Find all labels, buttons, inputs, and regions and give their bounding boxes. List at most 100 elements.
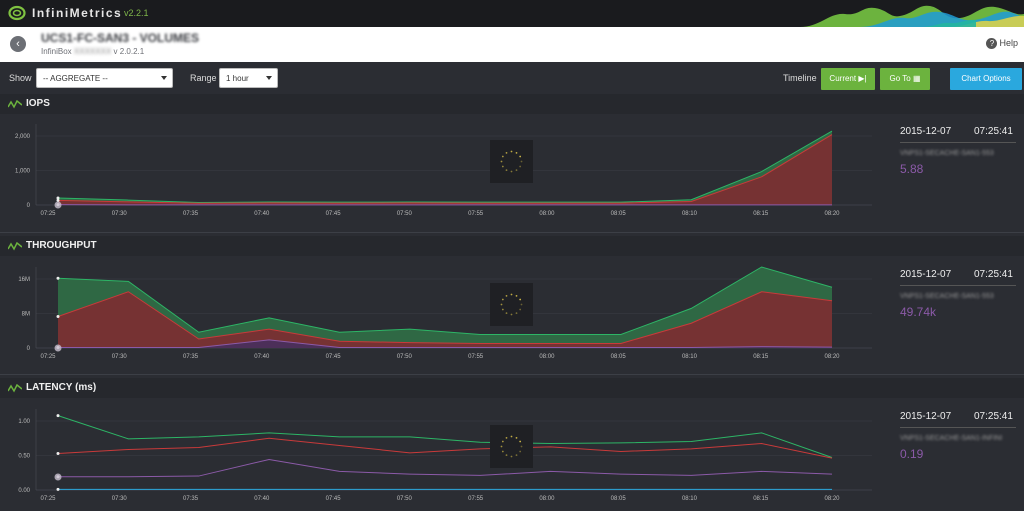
series-line: [57, 130, 833, 204]
throughput-panel-header: THROUGHPUT: [0, 236, 1024, 256]
throughput-chart[interactable]: 16M 8M 0 07:25 07:30 07:35 07:40 07:45 07:50 07:5…: [0, 257, 880, 363]
product-name: XXXXXXX: [73, 47, 112, 56]
x-tick-label: 07:55: [468, 354, 484, 360]
spinner-dot: [519, 308, 522, 311]
selected-date: 2015-12-07: [900, 126, 952, 137]
selected-time: 07:25:41: [974, 411, 1013, 422]
x-tick-label: 07:25: [40, 211, 56, 217]
series-area: [58, 291, 832, 348]
x-tick-label: 08:05: [611, 354, 627, 360]
x-tick-label: 08:00: [539, 211, 555, 217]
loading-spinner-box: [490, 425, 533, 468]
throughput-side-panel: 2015-12-07 07:25:41 VNPS1-SECACHE-SAN1-5…: [900, 269, 1020, 329]
spinner-dot: [515, 169, 518, 172]
range-label: Range: [190, 73, 217, 83]
series-value: 0.19: [900, 447, 924, 461]
spinner-dot: [510, 435, 513, 438]
selected-date: 2015-12-07: [900, 411, 952, 422]
x-tick-label: 07:55: [468, 211, 484, 217]
back-button[interactable]: ‹: [10, 36, 26, 52]
series-line: [57, 291, 833, 344]
series-point: [56, 196, 60, 200]
help-icon: ?: [986, 38, 998, 49]
range-select[interactable]: 1 hour: [219, 68, 278, 88]
show-select[interactable]: -- AGGREGATE --: [36, 68, 173, 88]
series-value: 49.74k: [900, 305, 937, 319]
spinner-dot: [510, 455, 513, 458]
series-point: [56, 451, 60, 455]
series-name: VNPS1-SECACHE-SAN1-553: [900, 150, 994, 157]
chart-options-button[interactable]: Chart Options: [950, 68, 1022, 90]
cursor-marker: [54, 344, 62, 352]
x-tick-label: 07:40: [254, 496, 270, 502]
y-tick-label: 1.00: [18, 419, 30, 425]
panel-title: THROUGHPUT: [26, 240, 97, 251]
x-tick-label: 08:10: [682, 354, 698, 360]
series-line: [57, 415, 833, 458]
spinner-dot: [520, 445, 523, 448]
spinner-dot: [515, 151, 518, 154]
latency-panel-header: LATENCY (ms): [0, 378, 1024, 398]
spinner-dot: [501, 165, 504, 168]
toolbar: Show -- AGGREGATE -- Range 1 hour Timeli…: [0, 62, 1024, 94]
spinner-dot: [520, 160, 523, 163]
brand-waves-graphic: [800, 5, 1024, 27]
show-label: Show: [9, 73, 32, 83]
spinner-dot: [510, 313, 513, 316]
pulse-icon: [8, 100, 22, 109]
spinner-dot: [519, 450, 522, 453]
caret-down-icon: [266, 76, 272, 80]
cursor-marker: [54, 473, 62, 481]
spinner-dot: [520, 303, 523, 306]
x-tick-label: 07:35: [183, 354, 199, 360]
x-tick-label: 08:15: [753, 211, 769, 217]
x-tick-label: 07:35: [183, 211, 199, 217]
spinner-dot: [501, 440, 504, 443]
spinner-dot: [505, 169, 508, 172]
latency-chart[interactable]: 1.00 0.50 0.00 07:25 07:30 07:35 07:40 07:45 07:…: [0, 399, 880, 505]
pulse-icon: [8, 242, 22, 251]
caret-down-icon: [161, 76, 167, 80]
system-info: InfiniBox XXXXXXX v 2.0.2.1: [41, 47, 144, 56]
x-tick-label: 08:20: [824, 354, 840, 360]
panel-title: LATENCY (ms): [26, 382, 97, 393]
spinner-dot: [515, 312, 518, 315]
iops-chart[interactable]: 2,000 1,000 0 07:25 07:30 07:35 07:40 07:45 07:5…: [0, 114, 880, 220]
loading-spinner-box: [490, 283, 533, 326]
series-line: [57, 134, 833, 204]
x-tick-label: 08:15: [753, 496, 769, 502]
current-button-label: Current: [829, 74, 857, 83]
series-value: 5.88: [900, 162, 924, 176]
x-tick-label: 07:55: [468, 496, 484, 502]
current-button[interactable]: Current ▶|: [821, 68, 875, 90]
x-tick-label: 07:50: [397, 496, 413, 502]
series-line: [58, 458, 833, 478]
pulse-icon: [8, 384, 22, 393]
x-tick-label: 08:15: [753, 354, 769, 360]
series-point: [56, 487, 60, 491]
spinner-dot: [500, 445, 503, 448]
spinner-dot: [505, 454, 508, 457]
iops-panel-header: IOPS: [0, 94, 1024, 114]
spinner-dot: [510, 170, 513, 173]
chevron-left-icon: ‹: [16, 38, 20, 50]
app-version: v2.2.1: [124, 8, 149, 18]
spinner-dot: [510, 150, 513, 153]
product-label: InfiniBox: [41, 47, 72, 56]
spinner-dot: [501, 308, 504, 311]
help-link[interactable]: ? Help: [986, 38, 1018, 49]
spinner-dot: [501, 450, 504, 453]
x-tick-label: 07:30: [112, 354, 128, 360]
spinner-dot: [505, 436, 508, 439]
spinner-dot: [505, 151, 508, 154]
goto-button[interactable]: Go To ▦: [880, 68, 930, 90]
divider: [900, 427, 1016, 428]
show-select-value: -- AGGREGATE --: [43, 74, 108, 83]
timeline-label: Timeline: [783, 73, 817, 83]
product-version: v 2.0.2.1: [113, 47, 145, 56]
series-line: [58, 339, 833, 349]
series-point: [56, 276, 60, 280]
x-tick-label: 07:35: [183, 496, 199, 502]
series-area: [58, 134, 832, 205]
spinner-dot: [519, 165, 522, 168]
